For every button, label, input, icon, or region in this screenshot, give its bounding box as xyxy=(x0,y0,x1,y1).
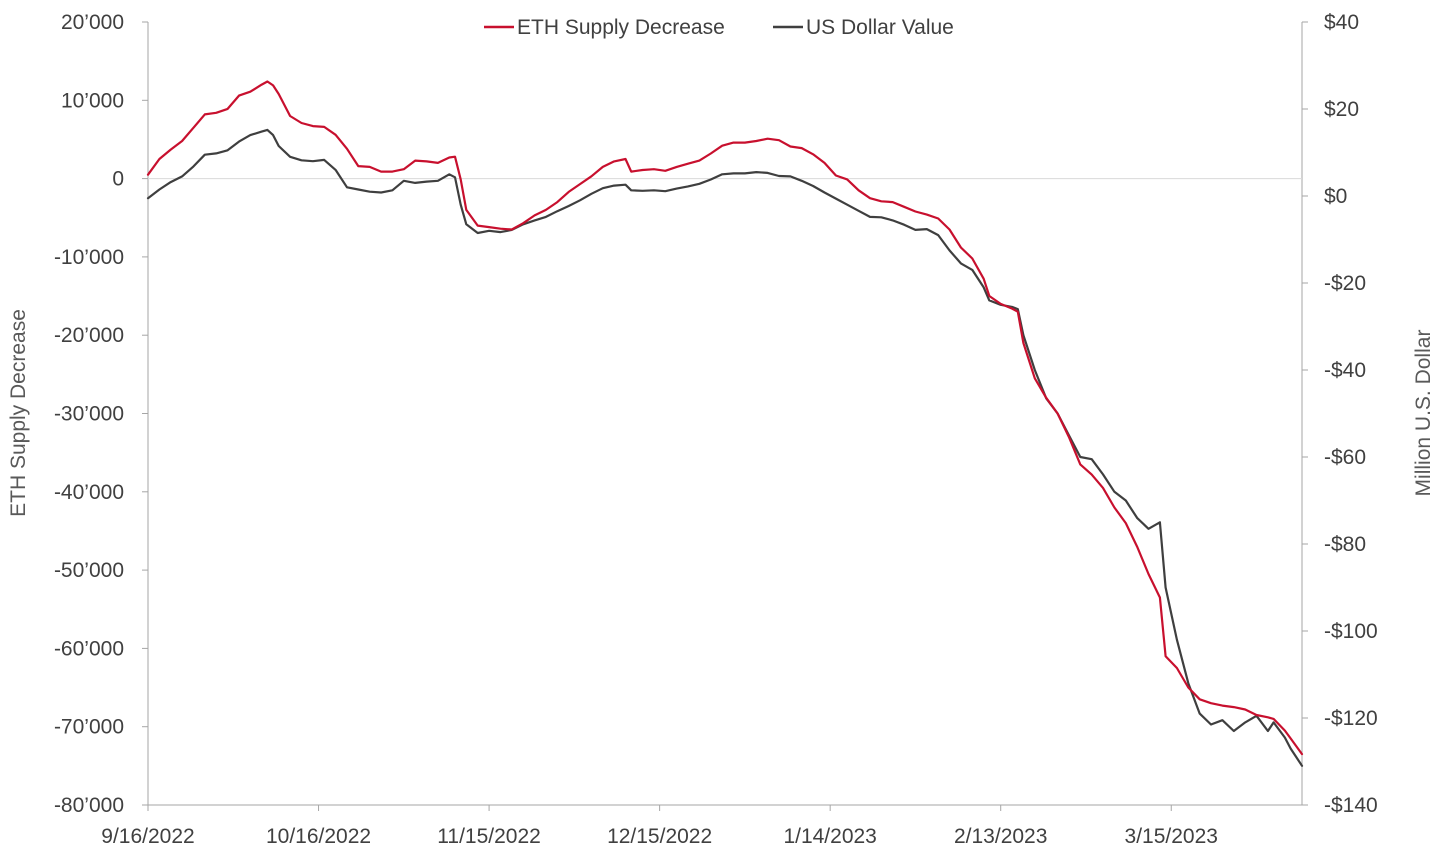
right-tick-label: -$20 xyxy=(1324,272,1366,295)
legend: ETH Supply Decrease US Dollar Value xyxy=(484,16,954,39)
right-axis-title: Million U.S. Dollar xyxy=(1412,330,1435,497)
series-line-usd-value xyxy=(146,128,1304,767)
left-tick-label: -60’000 xyxy=(54,637,124,660)
left-tick-label: -20’000 xyxy=(54,324,124,347)
legend-label-usd-value: US Dollar Value xyxy=(806,16,954,39)
left-tick-label: 0 xyxy=(112,168,124,191)
right-tick-label: -$140 xyxy=(1324,794,1378,817)
right-tick-label: -$60 xyxy=(1324,446,1366,469)
right-y-ticks: $40 $20 $0 -$20 -$40 -$60 -$80 -$100 -$120 -$140 xyxy=(1302,11,1378,817)
x-tick-label: 1/14/2023 xyxy=(783,825,876,848)
x-tick-label: 2/13/2023 xyxy=(954,825,1047,848)
left-tick-label: -50’000 xyxy=(54,559,124,582)
left-tick-label: -80’000 xyxy=(54,794,124,817)
left-tick-label: 10’000 xyxy=(61,89,124,112)
left-axis-title: ETH Supply Decrease xyxy=(7,309,30,517)
x-tick-label: 3/15/2023 xyxy=(1125,825,1218,848)
right-tick-label: $40 xyxy=(1324,11,1359,34)
x-tick-label: 11/15/2022 xyxy=(437,825,541,848)
right-tick-label: $20 xyxy=(1324,98,1359,121)
right-tick-label: -$40 xyxy=(1324,359,1366,382)
left-tick-label: -40’000 xyxy=(54,481,124,504)
x-tick-label: 10/16/2022 xyxy=(266,825,371,848)
left-tick-label: -10’000 xyxy=(54,246,124,269)
left-y-ticks: 20’000 10’000 0 -10’000 -20’000 -30’000 -40’00… xyxy=(54,11,148,817)
left-tick-label: -70’000 xyxy=(54,716,124,739)
x-ticks: 9/16/2022 10/16/2022 11/15/2022 12/15/2022 1… xyxy=(101,805,1218,848)
right-tick-label: $0 xyxy=(1324,185,1347,208)
x-tick-label: 12/15/2022 xyxy=(607,825,712,848)
x-tick-label: 9/16/2022 xyxy=(101,825,194,848)
right-tick-label: -$80 xyxy=(1324,533,1366,556)
right-tick-label: -$100 xyxy=(1324,620,1378,643)
right-tick-label: -$120 xyxy=(1324,707,1378,730)
series-layer xyxy=(146,80,1304,767)
legend-label-eth-supply: ETH Supply Decrease xyxy=(517,16,725,39)
left-tick-label: -30’000 xyxy=(54,403,124,426)
left-tick-label: 20’000 xyxy=(61,11,124,34)
series-line-eth-supply xyxy=(146,80,1304,756)
